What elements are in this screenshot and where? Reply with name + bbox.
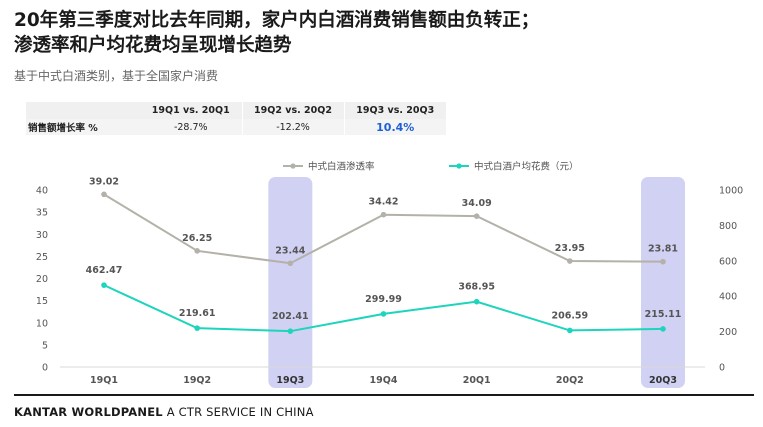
household-spend-data-label: 299.99 (365, 294, 402, 305)
left-axis-tick-label: 25 (36, 252, 48, 263)
left-axis-tick-label: 30 (36, 230, 48, 241)
right-axis-tick-label: 400 (719, 292, 737, 303)
penetration-data-label: 39.02 (89, 176, 119, 187)
legend-swatch-marker (456, 163, 462, 169)
left-axis-tick-label: 0 (42, 363, 48, 374)
table-header-row: 19Q1 vs. 20Q1 19Q2 vs. 20Q2 19Q3 vs. 20Q… (26, 102, 446, 119)
footer-divider (14, 394, 754, 396)
household-spend-data-point (101, 282, 107, 288)
right-axis-tick-label: 800 (719, 221, 737, 232)
table-corner-cell (26, 102, 140, 119)
penetration-data-label: 23.95 (555, 243, 585, 254)
legend-label: 中式白酒户均花费（元） (474, 161, 579, 173)
household-spend-data-point (287, 328, 294, 334)
penetration-data-point (380, 211, 387, 218)
household-spend-data-point (194, 325, 200, 331)
left-axis-tick-label: 35 (36, 208, 48, 219)
penetration-data-point (473, 213, 480, 219)
left-axis-tick-label: 40 (36, 186, 48, 197)
x-axis-tick-label: 20Q2 (556, 375, 584, 386)
table-header-cell: 19Q3 vs. 20Q3 (344, 102, 446, 119)
highlighted-growth-value: 10.4% (376, 120, 415, 134)
page-title: 20年第三季度对比去年同期，家户内白酒消费销售额由负转正； 渗透率和户均花费均呈… (14, 8, 754, 58)
legend-swatch-marker (290, 163, 296, 169)
x-axis-tick-label: 19Q3 (276, 375, 304, 386)
x-axis-tick-label: 20Q1 (463, 375, 491, 386)
left-axis-tick-label: 15 (36, 296, 48, 307)
penetration-data-point (194, 248, 200, 254)
table-cell-highlighted: 10.4% (344, 119, 446, 135)
subtitle: 基于中式白酒类别，基于全国家户消费 (14, 69, 219, 83)
legend-label: 中式白酒渗透率 (308, 161, 375, 173)
household-spend-data-label: 462.47 (86, 265, 123, 276)
table-header-cell: 19Q2 vs. 20Q2 (242, 102, 345, 119)
x-axis-tick-label: 19Q1 (90, 375, 118, 386)
penetration-data-point (287, 260, 294, 267)
household-spend-data-point (380, 311, 387, 317)
footer-tagline: A CTR SERVICE IN CHINA (166, 405, 314, 419)
household-spend-data-label: 368.95 (458, 282, 495, 293)
penetration-data-label: 34.09 (462, 198, 492, 209)
table-cell: -12.2% (242, 119, 345, 135)
household-spend-data-point (473, 298, 480, 305)
x-axis-tick-label: 19Q4 (370, 375, 398, 386)
right-axis-tick-label: 1000 (719, 186, 743, 197)
right-axis-tick-label: 600 (719, 256, 737, 267)
table-row: 销售额增长率 % -28.7% -12.2% 10.4% (26, 119, 446, 135)
right-axis-tick-label: 0 (719, 363, 725, 374)
left-axis-tick-label: 5 (42, 340, 48, 351)
penetration-data-label: 26.25 (182, 233, 212, 244)
table-header-cell: 19Q1 vs. 20Q1 (140, 102, 243, 119)
x-axis-tick-label: 20Q3 (649, 375, 677, 386)
household-spend-data-point (567, 327, 573, 334)
household-spend-data-label: 215.11 (645, 309, 682, 320)
footer-brand: KANTAR WORLDPANEL (14, 405, 163, 419)
household-spend-data-label: 202.41 (272, 311, 309, 322)
household-spend-data-point (660, 326, 666, 332)
right-axis-tick-label: 200 (719, 327, 737, 338)
penetration-data-point (660, 258, 666, 265)
title-line-1: 20年第三季度对比去年同期，家户内白酒消费销售额由负转正； (14, 10, 540, 31)
left-axis-tick-label: 20 (36, 274, 48, 285)
penetration-data-label: 23.81 (648, 244, 678, 255)
household-spend-data-label: 219.61 (179, 308, 216, 319)
penetration-data-point (101, 191, 107, 198)
left-axis-tick-label: 10 (36, 318, 48, 329)
highlight-band (268, 177, 313, 388)
growth-comparison-table: 19Q1 vs. 20Q1 19Q2 vs. 20Q2 19Q3 vs. 20Q… (26, 102, 446, 135)
highlight-band (641, 177, 685, 388)
household-spend-data-label: 206.59 (551, 310, 588, 321)
penetration-data-point (567, 258, 573, 264)
penetration-data-label: 23.44 (275, 245, 305, 256)
table-row-label: 销售额增长率 % (26, 119, 140, 135)
table-cell: -28.7% (140, 119, 243, 135)
penetration-data-label: 34.42 (368, 197, 398, 208)
title-line-2: 渗透率和户均花费均呈现增长趋势 (14, 35, 292, 56)
footer: KANTAR WORLDPANEL A CTR SERVICE IN CHINA (14, 405, 314, 419)
x-axis-tick-label: 19Q2 (183, 375, 211, 386)
